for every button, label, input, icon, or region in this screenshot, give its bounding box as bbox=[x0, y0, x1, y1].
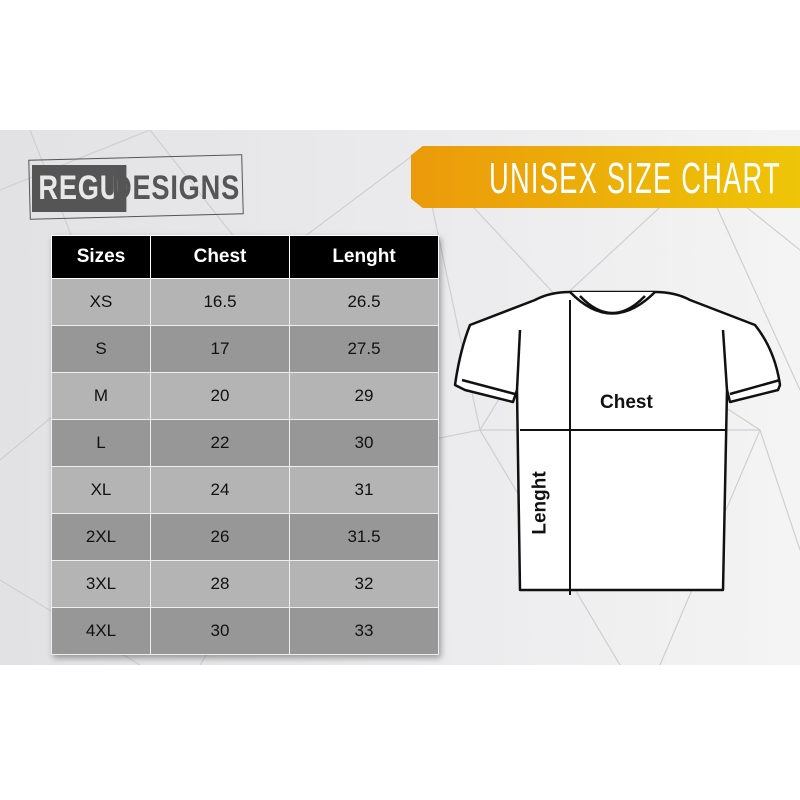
logo-part1: REGU bbox=[32, 164, 127, 212]
cell-size: M bbox=[51, 372, 151, 420]
table-row: 4XL 30 33 bbox=[51, 607, 439, 655]
cell-length: 27.5 bbox=[289, 325, 439, 373]
cell-size: S bbox=[51, 325, 151, 373]
cell-chest: 17 bbox=[150, 325, 290, 373]
cell-chest: 16.5 bbox=[150, 278, 290, 326]
chest-label: Chest bbox=[600, 392, 653, 413]
table-row: L 22 30 bbox=[51, 419, 439, 467]
header-sizes: Sizes bbox=[51, 235, 151, 279]
table-row: XL 24 31 bbox=[51, 466, 439, 514]
cell-chest: 20 bbox=[150, 372, 290, 420]
table-row: XS 16.5 26.5 bbox=[51, 278, 439, 326]
logo-part2: DESIGNS bbox=[112, 168, 241, 207]
cell-length: 31 bbox=[289, 466, 439, 514]
cell-length: 31.5 bbox=[289, 513, 439, 561]
cell-size: 4XL bbox=[51, 607, 151, 655]
cell-length: 33 bbox=[289, 607, 439, 655]
cell-length: 32 bbox=[289, 560, 439, 608]
cell-size: XS bbox=[51, 278, 151, 326]
cell-length: 30 bbox=[289, 419, 439, 467]
cell-chest: 26 bbox=[150, 513, 290, 561]
tshirt-outline bbox=[453, 290, 782, 592]
cell-length: 26.5 bbox=[289, 278, 439, 326]
table-row: 3XL 28 32 bbox=[51, 560, 439, 608]
cell-chest: 24 bbox=[150, 466, 290, 514]
header-length: Lenght bbox=[289, 235, 439, 279]
header-chest: Chest bbox=[150, 235, 290, 279]
table-row: S 17 27.5 bbox=[51, 325, 439, 373]
chart-title: UNISEX SIZE CHART bbox=[489, 154, 781, 203]
cell-chest: 30 bbox=[150, 607, 290, 655]
cell-size: L bbox=[51, 419, 151, 467]
brand-logo: REGU DESIGNS bbox=[28, 154, 244, 220]
tshirt-diagram bbox=[453, 290, 782, 595]
measure-lines bbox=[520, 300, 725, 595]
cell-size: 3XL bbox=[51, 560, 151, 608]
length-label: Lenght bbox=[529, 471, 551, 535]
table-header: Sizes Chest Lenght bbox=[51, 235, 439, 279]
size-table: Sizes Chest Lenght XS 16.5 26.5 S 17 27.5 M 20 2… bbox=[51, 235, 439, 655]
cell-chest: 22 bbox=[150, 419, 290, 467]
table-row: M 20 29 bbox=[51, 372, 439, 420]
cell-size: 2XL bbox=[51, 513, 151, 561]
cell-size: XL bbox=[51, 466, 151, 514]
title-banner: UNISEX SIZE CHART bbox=[411, 146, 800, 208]
table-row: 2XL 26 31.5 bbox=[51, 513, 439, 561]
cell-chest: 28 bbox=[150, 560, 290, 608]
cell-length: 29 bbox=[289, 372, 439, 420]
